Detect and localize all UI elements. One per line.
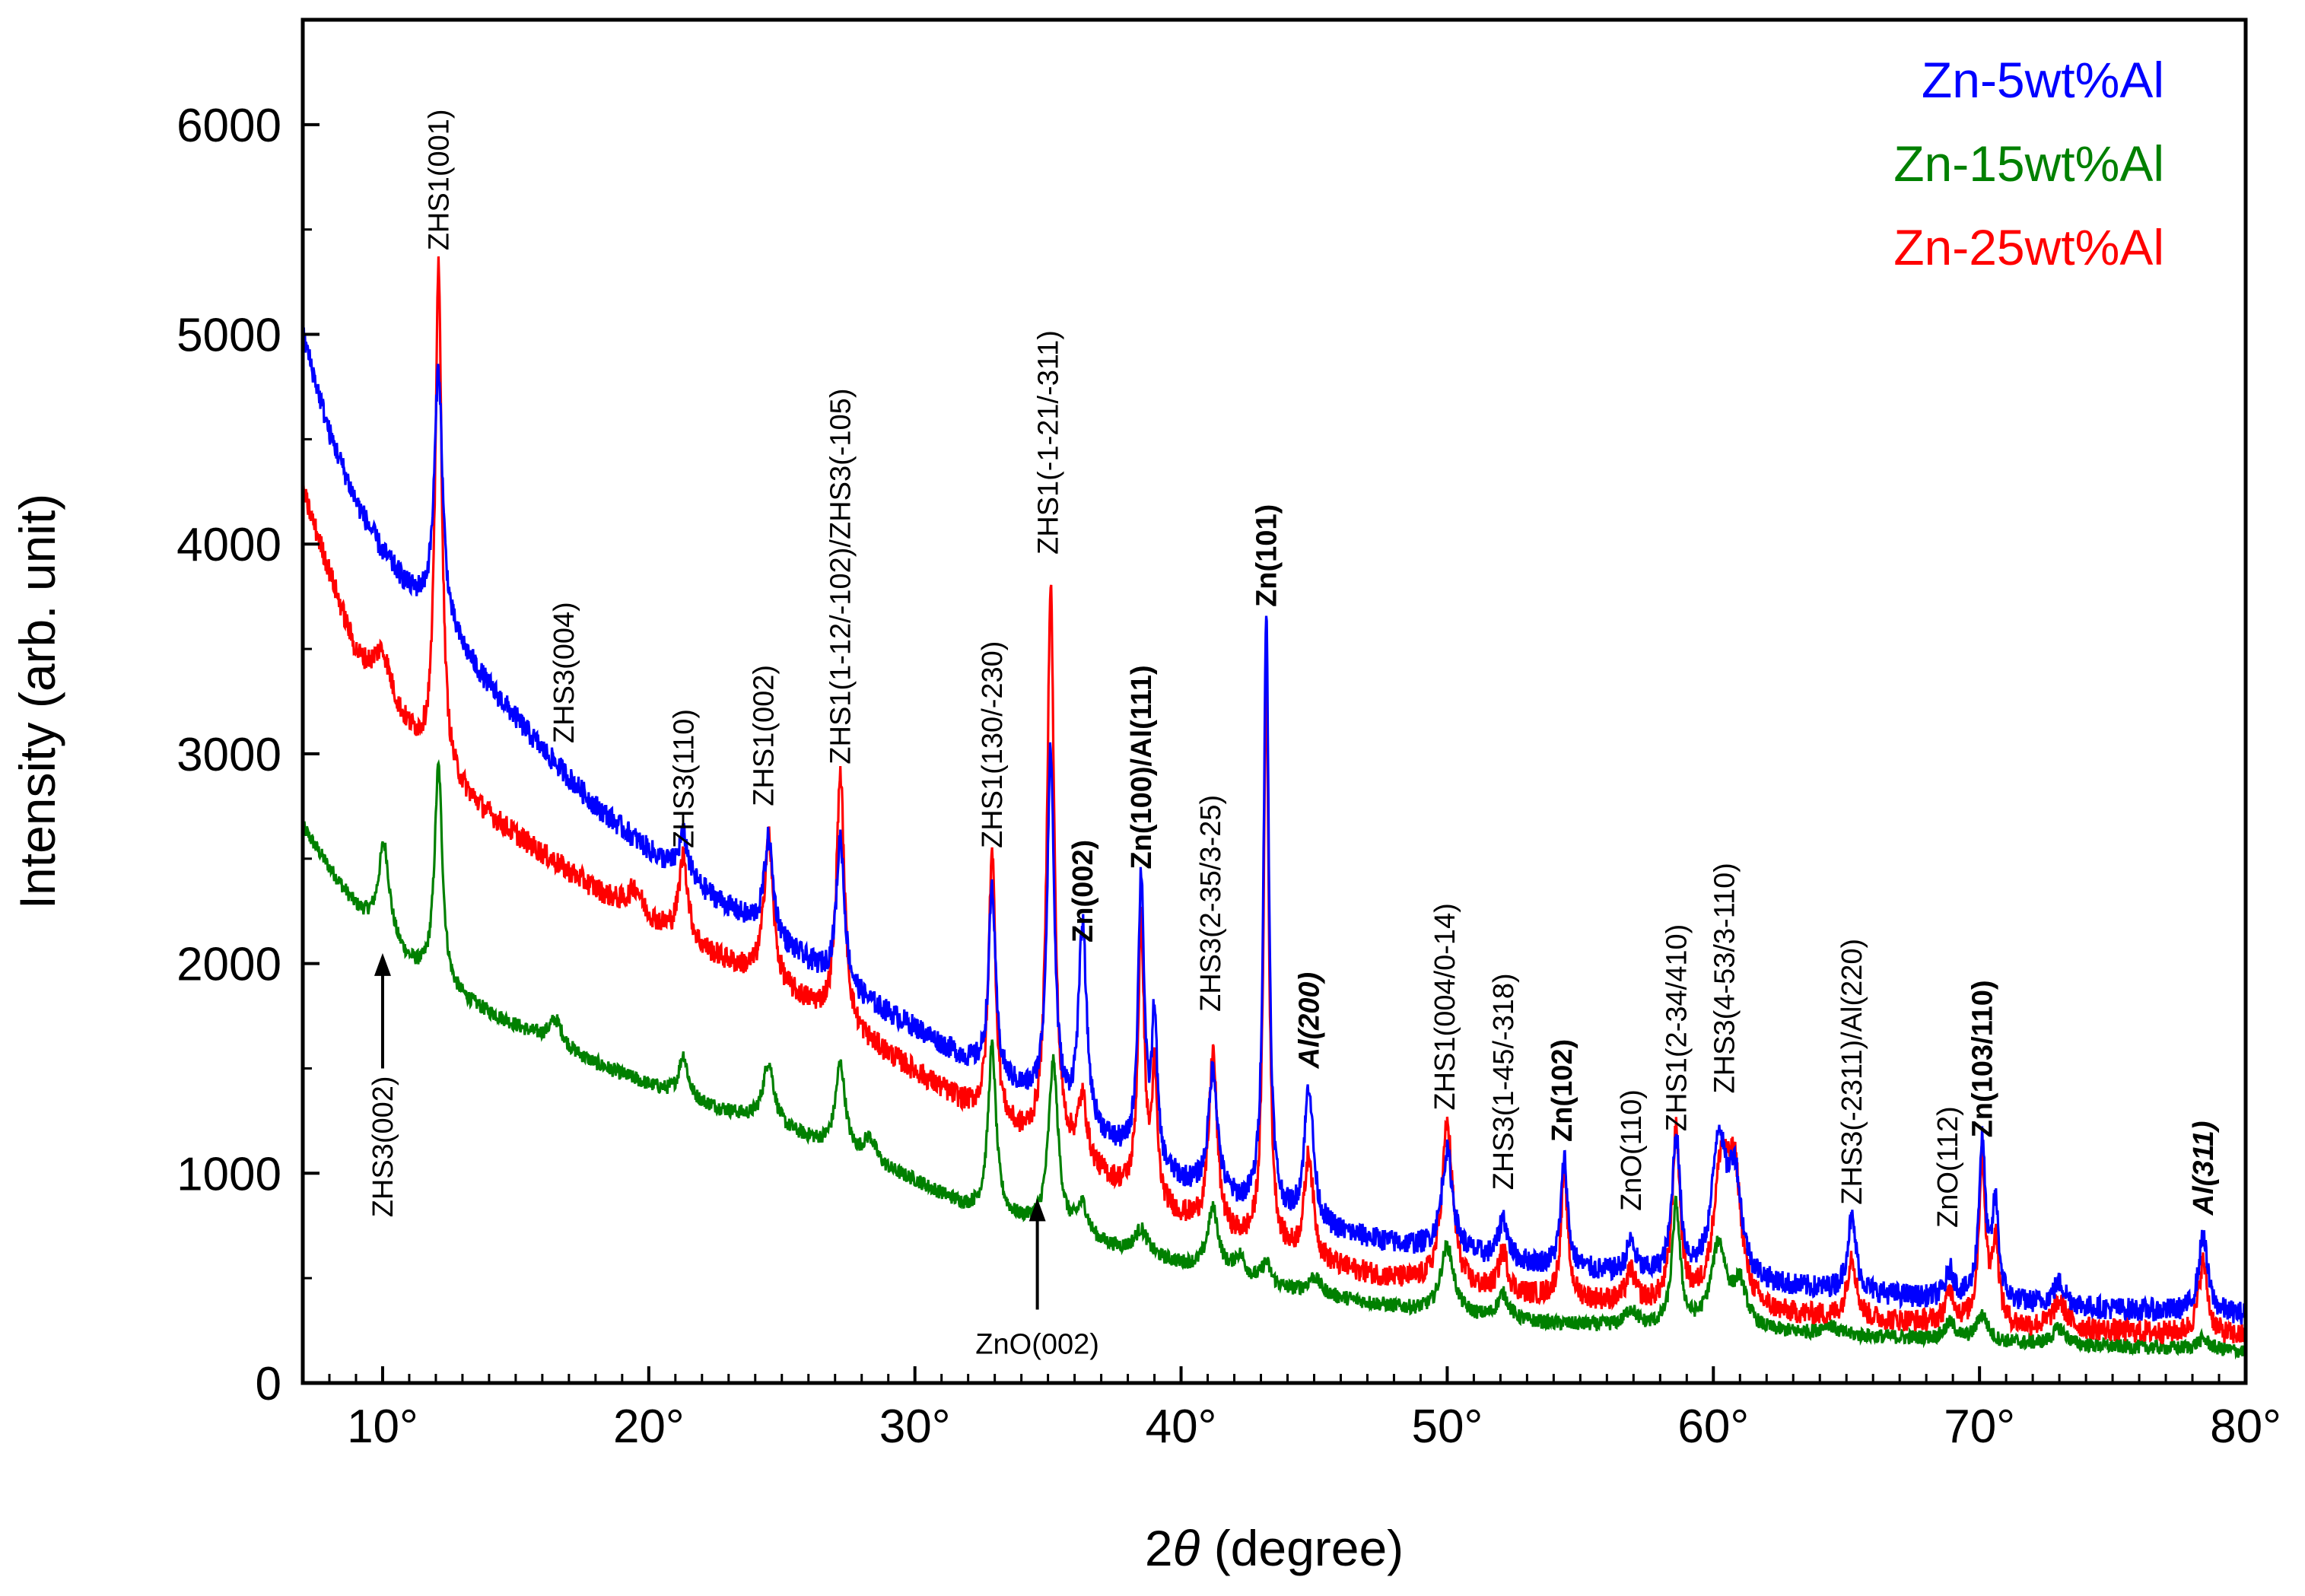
peak-label: Zn(100)/Al(111) <box>1126 665 1158 869</box>
x-axis-title: 2θ (degree) <box>1145 1520 1404 1576</box>
peak-label: Zn(002) <box>1067 840 1099 943</box>
x-tick-label: 70° <box>1944 1400 2015 1453</box>
y-axis-title: Intensity (arb. unit) <box>9 494 65 910</box>
peak-label: ZHS3(-2311)/Al(220) <box>1836 939 1868 1205</box>
peak-label: Al(311) <box>2188 1121 2220 1216</box>
annotation-arrow-head <box>374 952 391 976</box>
peak-label: ZHS3(004) <box>548 602 580 743</box>
y-tick-label: 5000 <box>176 310 281 362</box>
peak-label: Zn(102) <box>1547 1039 1579 1142</box>
peak-label: ZHS1(004/0-14) <box>1429 903 1461 1110</box>
x-tick-label: 20° <box>613 1400 685 1453</box>
peak-label: Zn(103/110) <box>1967 980 1999 1137</box>
series-curves <box>301 256 2247 1360</box>
y-tick-label: 6000 <box>176 100 281 152</box>
peak-label: ZHS1(002) <box>748 665 780 806</box>
peak-label: ZHS1(001) <box>423 109 455 250</box>
y-tick-label: 3000 <box>176 729 281 781</box>
legend-entry-zn-5wt-al: Zn-5wt%Al <box>1922 52 2164 108</box>
peak-label: ZHS1(2-34/410) <box>1661 924 1693 1131</box>
peak-label: Al(200) <box>1294 972 1326 1070</box>
series-line-zn-25wt-al <box>301 256 2247 1344</box>
legend: Zn-5wt%Al Zn-15wt%Al Zn-25wt%Al <box>1893 52 2164 275</box>
peak-label: ZHS3(1-45/-318) <box>1488 973 1520 1190</box>
legend-entry-zn-15wt-al: Zn-15wt%Al <box>1893 135 2164 192</box>
series-line-zn-15wt-al <box>301 758 2247 1360</box>
annotation-arrow-head <box>1029 1198 1046 1222</box>
legend-entry-zn-25wt-al: Zn-25wt%Al <box>1893 219 2164 275</box>
y-tick-label: 0 <box>256 1358 281 1410</box>
peak-label: ZHS1(-1-21/-311) <box>1033 330 1065 555</box>
x-tick-label: 30° <box>879 1400 951 1453</box>
peak-label: ZHS3(2-35/3-25) <box>1195 795 1227 1012</box>
peak-label: ZnO(112) <box>1932 1106 1964 1228</box>
x-tick-label: 80° <box>2210 1400 2281 1453</box>
plot-frame <box>300 17 2248 1385</box>
x-tick-label: 60° <box>1677 1400 1749 1453</box>
peak-labels: ZHS1(001) ZHS3(004) ZHS3(110) ZHS1(002) ZHS1… <box>423 109 2220 1228</box>
arrow-annotations: ZHS3(002) ZnO(002) <box>367 952 1099 1361</box>
x-tick-label: 50° <box>1412 1400 1483 1453</box>
peak-label: ZHS3(4-53/3-110) <box>1709 863 1741 1093</box>
peak-label: ZnO(110) <box>1616 1089 1648 1211</box>
annotation-label: ZnO(002) <box>975 1329 1099 1361</box>
x-tick-label: 10° <box>347 1400 418 1453</box>
axis-ticks: 10° 20° 30° 40° 50° 60° 70° 80° 0 1000 2000 3000 400… <box>176 100 2281 1453</box>
peak-label: ZHS3(110) <box>668 709 700 848</box>
peak-label: ZHS1(1-12/-102)/ZHS3(-105) <box>825 389 857 765</box>
y-tick-label: 4000 <box>176 519 281 571</box>
x-tick-label: 40° <box>1146 1400 1217 1453</box>
series-line-zn-5wt-al <box>301 326 2247 1325</box>
y-tick-label: 2000 <box>176 939 281 991</box>
peak-label: Zn(101) <box>1251 504 1283 607</box>
annotation-label: ZHS3(002) <box>367 1076 399 1217</box>
y-tick-label: 1000 <box>176 1148 281 1200</box>
peak-label: ZHS1(130/-230) <box>977 641 1009 848</box>
